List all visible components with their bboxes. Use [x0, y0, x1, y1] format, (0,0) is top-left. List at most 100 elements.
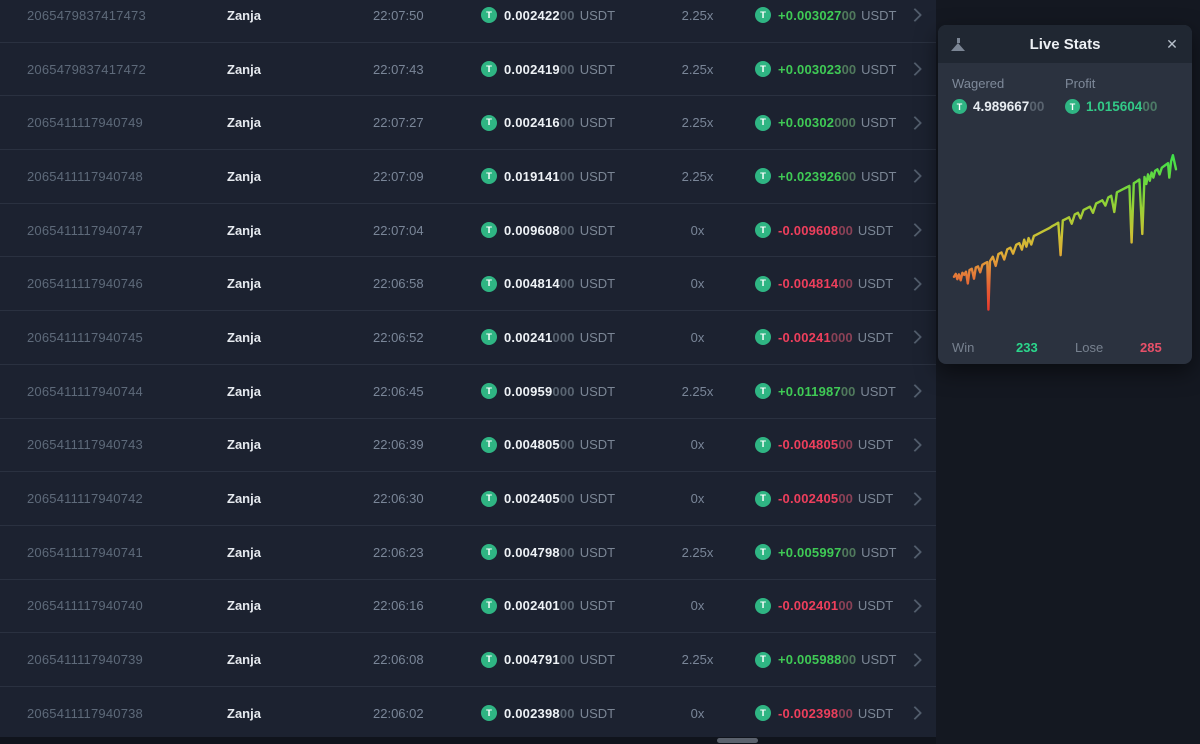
chevron-right-icon[interactable]	[907, 384, 923, 399]
bet-amount-value: 0.004798	[504, 544, 560, 560]
multiplier: 0x	[690, 598, 705, 614]
bet-id: 2065411117940741	[27, 544, 143, 560]
bet-row[interactable]: 2065411117940743 Zanja 22:06:39 T 0.0048…	[0, 419, 936, 473]
bet-id: 2065411117940744	[27, 383, 143, 399]
player-name[interactable]: Zanja	[227, 437, 261, 453]
currency-label: USDT	[861, 544, 897, 560]
chevron-right-icon[interactable]	[907, 437, 923, 452]
chevron-right-icon[interactable]	[907, 61, 923, 77]
chevron-right-icon[interactable]	[907, 598, 923, 613]
profit-value: +0.011987	[778, 383, 841, 399]
bets-rows: 2065479837417473 Zanja 22:07:50 T 0.0024…	[0, 0, 936, 741]
chevron-right-icon[interactable]	[907, 8, 923, 23]
bet-amount-trailing: 000	[552, 383, 575, 399]
chevron-right-icon[interactable]	[907, 115, 923, 130]
live-stats-footer: Win 233 Lose 285	[952, 340, 1180, 355]
bet-row[interactable]: 2065411117940746 Zanja 22:06:58 T 0.0048…	[0, 257, 936, 312]
player-name[interactable]: Zanja	[227, 61, 261, 77]
bet-amount-trailing: 00	[559, 437, 575, 453]
profit-trailing: 00	[841, 168, 857, 184]
player-name[interactable]: Zanja	[227, 598, 261, 614]
bet-row[interactable]: 2065411117940740 Zanja 22:06:16 T 0.0024…	[0, 580, 936, 634]
player-name[interactable]: Zanja	[227, 276, 261, 292]
profit-value: -0.002398	[778, 705, 839, 721]
live-stats-header[interactable]: Live Stats ✕	[938, 25, 1192, 63]
tether-icon: T	[481, 7, 497, 24]
profit-trailing: 00	[838, 491, 853, 507]
player-name[interactable]: Zanja	[227, 222, 261, 238]
profit-cell: T +0.003023 00 USDT	[755, 61, 896, 78]
currency-label: USDT	[857, 329, 894, 345]
profit-trailing: 000	[830, 329, 853, 345]
chevron-right-icon[interactable]	[907, 169, 923, 184]
player-name[interactable]: Zanja	[227, 491, 261, 507]
chevron-right-icon[interactable]	[907, 706, 923, 721]
bet-time: 22:06:39	[373, 437, 424, 453]
bet-row[interactable]: 2065411117940749 Zanja 22:07:27 T 0.0024…	[0, 96, 936, 151]
currency-label: USDT	[579, 544, 616, 560]
wagered-value: T 4.989667 00	[952, 99, 1065, 114]
chevron-right-icon[interactable]	[907, 330, 923, 345]
multiplier: 0x	[690, 276, 705, 292]
bet-row[interactable]: 2065411117940748 Zanja 22:07:09 T 0.0191…	[0, 150, 936, 204]
player-name[interactable]: Zanja	[227, 329, 261, 345]
currency-label: USDT	[861, 61, 897, 77]
player-name[interactable]: Zanja	[227, 544, 261, 560]
chevron-right-icon[interactable]	[907, 223, 923, 238]
profit-value: T 1.015604 00	[1065, 99, 1178, 114]
tether-icon: T	[755, 275, 771, 292]
currency-label: USDT	[857, 437, 894, 453]
bet-amount-value: 0.00959	[504, 383, 553, 399]
chevron-right-icon[interactable]	[907, 652, 923, 667]
bet-id: 2065411117940746	[27, 276, 143, 292]
bet-row[interactable]: 2065411117940744 Zanja 22:06:45 T 0.0095…	[0, 365, 936, 419]
chevron-right-icon[interactable]	[907, 545, 923, 560]
bet-row[interactable]: 2065411117940747 Zanja 22:07:04 T 0.0096…	[0, 204, 936, 258]
bet-amount: T 0.002405 00 USDT	[481, 490, 640, 507]
bet-amount: T 0.002416 00 USDT	[481, 114, 640, 131]
tether-icon: T	[755, 222, 771, 239]
wagered-stat: Wagered T 4.989667 00	[952, 76, 1065, 114]
bet-row[interactable]: 2065411117940742 Zanja 22:06:30 T 0.0024…	[0, 472, 936, 526]
bet-row[interactable]: 2065479837417472 Zanja 22:07:43 T 0.0024…	[0, 43, 936, 97]
horizontal-scrollbar[interactable]	[0, 737, 936, 744]
player-name[interactable]: Zanja	[227, 115, 261, 131]
tether-icon: T	[481, 222, 497, 239]
currency-label: USDT	[579, 491, 616, 507]
player-name[interactable]: Zanja	[227, 705, 261, 721]
bet-row[interactable]: 2065479837417473 Zanja 22:07:50 T 0.0024…	[0, 0, 936, 43]
chevron-right-icon[interactable]	[907, 491, 923, 506]
bet-amount: T 0.004791 00 USDT	[481, 651, 640, 668]
player-name[interactable]: Zanja	[227, 652, 261, 668]
currency-label: USDT	[861, 168, 897, 184]
profit-trailing: 00	[840, 383, 856, 399]
tether-icon: T	[755, 168, 771, 185]
scrollbar-thumb[interactable]	[717, 738, 758, 743]
profit-label: Profit	[1065, 76, 1096, 91]
player-name[interactable]: Zanja	[227, 168, 261, 184]
close-icon[interactable]: ✕	[1166, 35, 1178, 52]
tether-icon: T	[481, 114, 497, 131]
bet-amount-value: 0.009608	[504, 222, 560, 238]
currency-label: USDT	[857, 222, 894, 238]
bet-amount: T 0.00959 000 USDT	[481, 383, 640, 400]
player-name[interactable]: Zanja	[227, 383, 261, 399]
tether-icon: T	[481, 168, 497, 185]
bet-row[interactable]: 2065411117940739 Zanja 22:06:08 T 0.0047…	[0, 633, 936, 687]
bet-amount-value: 0.002416	[504, 115, 560, 131]
bet-id: 2065411117940740	[27, 598, 143, 614]
bet-time: 22:06:23	[373, 544, 424, 560]
bet-row[interactable]: 2065411117940745 Zanja 22:06:52 T 0.0024…	[0, 311, 936, 365]
currency-label: USDT	[861, 7, 897, 23]
tether-icon: T	[755, 114, 771, 131]
stats-icon	[950, 37, 966, 51]
bet-row[interactable]: 2065411117940738 Zanja 22:06:02 T 0.0023…	[0, 687, 936, 741]
bet-row[interactable]: 2065411117940741 Zanja 22:06:23 T 0.0047…	[0, 526, 936, 580]
player-name[interactable]: Zanja	[227, 7, 261, 23]
multiplier: 0x	[690, 222, 705, 238]
profit-cell: T -0.002401 00 USDT	[755, 597, 893, 614]
bet-time: 22:06:02	[373, 705, 424, 721]
tether-icon: T	[755, 705, 771, 722]
bet-amount-value: 0.019141	[504, 168, 560, 184]
chevron-right-icon[interactable]	[907, 276, 923, 291]
